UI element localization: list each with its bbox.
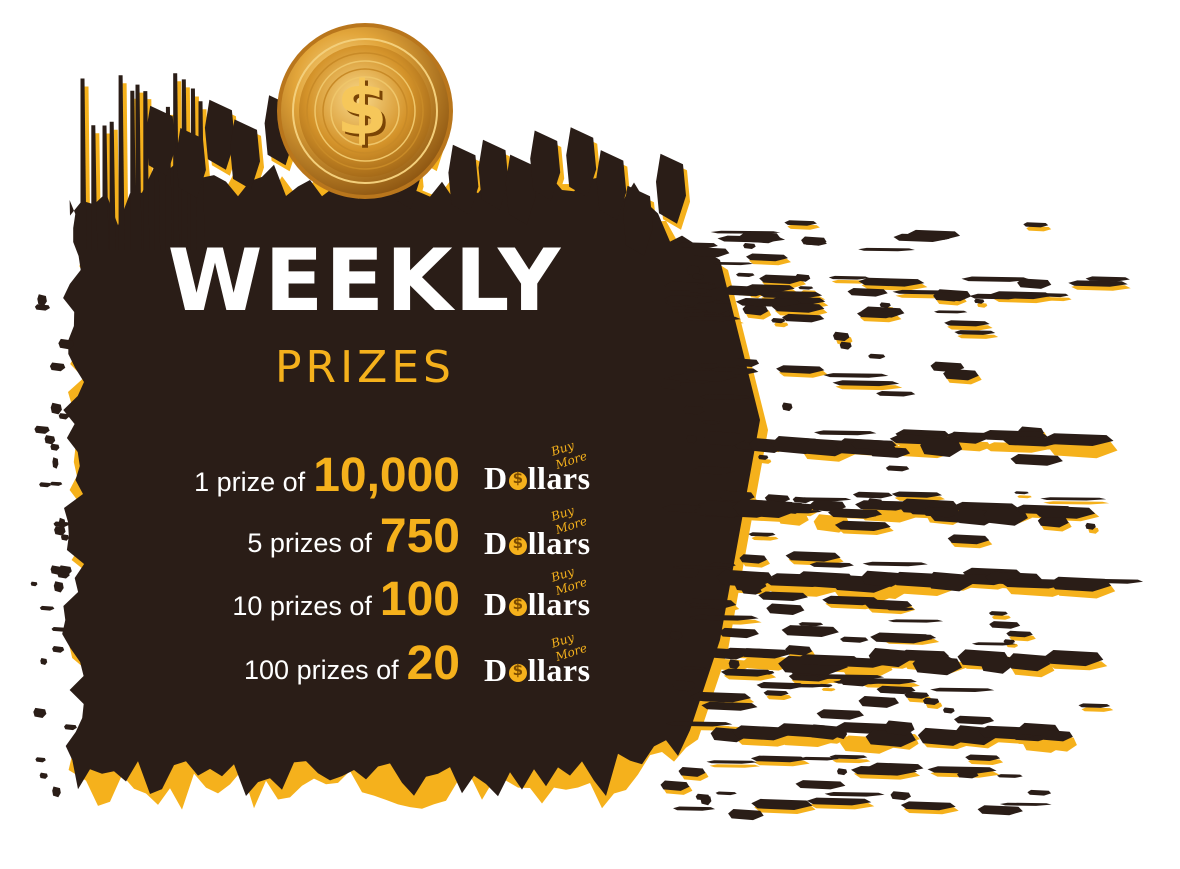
logo-word-start: D <box>484 652 508 688</box>
logo-word-end: llars <box>527 460 591 496</box>
prize-text: 1 prize of <box>194 467 306 497</box>
prize-text: 100 prizes of <box>244 655 399 685</box>
logo-word-end: llars <box>527 652 591 688</box>
prize-amount: 750 <box>379 510 460 563</box>
prize-row: 100 prizes of 20 <box>244 636 460 696</box>
banner-title: WEEKLY <box>167 231 563 331</box>
prize-amount: 100 <box>379 573 460 626</box>
coin-o-icon <box>508 597 527 616</box>
prize-text: 10 prizes of <box>232 591 372 621</box>
dollar-coin-icon: $ $ <box>277 23 453 199</box>
buymore-dollars-logo: Buy More Dllars <box>484 630 604 688</box>
buymore-dollars-logo: Buy More Dllars <box>484 564 604 622</box>
svg-text:$: $ <box>336 66 388 152</box>
prize-amount: 20 <box>406 637 460 690</box>
coin-o-icon <box>508 536 527 555</box>
buymore-dollars-logo: Buy More Dllars <box>484 438 604 496</box>
logo-word-start: D <box>484 525 508 561</box>
prize-row: 10 prizes of 100 <box>232 572 460 632</box>
prize-row: 5 prizes of 750 <box>247 509 460 569</box>
svg-text:$: $ <box>339 69 391 155</box>
prize-amount: 10,000 <box>313 449 460 502</box>
logo-word-end: llars <box>527 586 591 622</box>
logo-word-start: D <box>484 460 508 496</box>
buymore-dollars-logo: Buy More Dllars <box>484 503 604 561</box>
prize-text: 5 prizes of <box>247 528 372 558</box>
logo-word-end: llars <box>527 525 591 561</box>
coin-o-icon <box>508 663 527 682</box>
logo-word-start: D <box>484 586 508 622</box>
prize-row: 1 prize of 10,000 <box>194 448 460 508</box>
banner-subtitle: PRIZES <box>275 342 455 393</box>
coin-o-icon <box>508 471 527 490</box>
